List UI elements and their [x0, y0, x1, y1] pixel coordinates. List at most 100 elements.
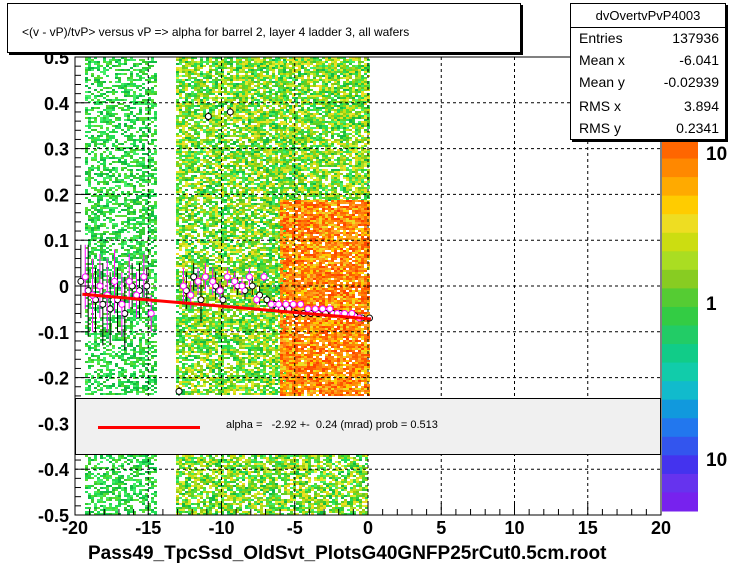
data-point	[190, 273, 198, 281]
data-point	[125, 277, 133, 285]
x-tick-label: 10	[504, 518, 524, 538]
data-markers	[77, 107, 373, 396]
data-point	[282, 300, 290, 308]
color-scale-step	[662, 177, 698, 197]
stats-value: -6.041	[679, 52, 719, 68]
data-point	[204, 113, 212, 121]
data-point	[248, 282, 256, 290]
color-scale-step	[662, 232, 698, 252]
data-point	[111, 277, 119, 285]
stats-value: 137936	[672, 30, 719, 46]
stats-key: Mean x	[579, 52, 625, 68]
data-point	[311, 305, 319, 313]
chart-title-box: <(v - vP)/tvP> versus vP => alpha for ba…	[7, 3, 521, 53]
y-tick-label: 0.1	[44, 231, 69, 251]
y-tick-label: -0.1	[38, 323, 69, 343]
x-tick-label: 0	[363, 518, 373, 538]
data-point	[147, 309, 155, 317]
stats-row-rms-x: RMS x 3.894	[579, 98, 719, 118]
stats-key: Entries	[579, 30, 623, 46]
data-point	[219, 296, 227, 304]
data-point	[140, 273, 148, 281]
data-point	[267, 300, 275, 308]
data-point	[197, 296, 205, 304]
stats-row-entries: Entries 137936	[579, 30, 719, 50]
fit-legend-line	[98, 426, 200, 429]
data-point	[216, 287, 224, 295]
stats-value: 0.2341	[676, 120, 719, 136]
color-scale-step	[662, 436, 698, 456]
color-scale-step	[662, 344, 698, 364]
data-point	[245, 273, 253, 281]
data-point	[187, 291, 195, 299]
data-point	[231, 277, 239, 285]
y-tick-label: -0.4	[38, 460, 69, 480]
data-point	[226, 108, 234, 116]
color-scale-step	[662, 325, 698, 345]
data-point	[143, 282, 151, 290]
color-scale-step	[662, 269, 698, 289]
data-point	[275, 300, 283, 308]
data-point	[179, 282, 187, 290]
x-tick-label: -20	[62, 518, 88, 538]
fit-legend-text: alpha = -2.92 +- 0.24 (mrad) prob = 0.51…	[226, 419, 438, 431]
stats-key: RMS x	[579, 98, 621, 114]
color-scale-label: 10	[706, 450, 727, 471]
color-scale-step	[662, 306, 698, 326]
color-scale-step	[662, 251, 698, 271]
data-point	[238, 282, 246, 290]
color-scale-step	[662, 418, 698, 438]
data-point	[326, 305, 334, 313]
data-point	[304, 305, 312, 313]
color-scale-bar: 10 1 10	[662, 140, 727, 512]
data-point	[96, 282, 104, 290]
data-point	[209, 277, 217, 285]
data-point	[348, 309, 356, 317]
data-point	[201, 273, 209, 281]
y-tick-label: 0.5	[44, 48, 69, 68]
data-point	[77, 277, 85, 285]
color-scale-step	[662, 381, 698, 401]
color-scale-step	[662, 158, 698, 178]
data-point	[175, 387, 183, 395]
stats-row-mean-x: Mean x -6.041	[579, 52, 719, 72]
color-scale-step	[662, 399, 698, 419]
axis-ticks: -20 -15 -10 -5 0 5 10 15 20 -0.5 -0.4 -0.3 -0.2 -0.1 0…	[38, 48, 671, 538]
y-tick-label: 0.2	[44, 185, 69, 205]
data-point	[81, 273, 89, 281]
color-scale-step	[662, 455, 698, 475]
color-scale-step	[662, 195, 698, 215]
stats-row-rms-y: RMS y 0.2341	[579, 120, 719, 140]
root-file-name: Pass49_TpcSsd_OldSvt_PlotsG40GNFP25rCut0…	[88, 543, 607, 564]
stats-value: -0.02939	[663, 74, 719, 90]
x-tick-label: 20	[651, 518, 671, 538]
data-point	[253, 296, 261, 304]
x-tick-label: 5	[436, 518, 446, 538]
color-scale-step	[662, 362, 698, 382]
x-tick-label: -15	[135, 518, 161, 538]
x-tick-label: 15	[578, 518, 598, 538]
color-scale-step	[662, 140, 698, 160]
data-point	[260, 273, 268, 281]
stats-histogram-name: dvOvertvPvP4003	[595, 8, 701, 23]
data-point	[319, 305, 327, 313]
stats-divider	[571, 27, 725, 28]
data-point	[194, 277, 202, 285]
y-tick-label: 0.4	[44, 94, 69, 114]
data-point	[289, 300, 297, 308]
y-tick-label: 0	[59, 277, 69, 297]
y-tick-label: -0.5	[38, 506, 69, 526]
fit-legend-box: alpha = -2.92 +- 0.24 (mrad) prob = 0.51…	[75, 398, 661, 455]
y-tick-label: -0.3	[38, 414, 69, 434]
stats-value: 3.894	[683, 98, 719, 114]
stats-key: RMS y	[579, 120, 621, 136]
stats-row-mean-y: Mean y -0.02939	[579, 74, 719, 94]
color-scale-step	[662, 492, 698, 512]
stats-box: dvOvertvPvP4003 Entries 137936 Mean x -6…	[570, 3, 726, 140]
color-scale-step	[662, 473, 698, 493]
color-scale-step	[662, 214, 698, 234]
color-scale-label: 10	[706, 144, 727, 165]
y-tick-label: 0.3	[44, 140, 69, 160]
x-tick-label: -10	[208, 518, 234, 538]
